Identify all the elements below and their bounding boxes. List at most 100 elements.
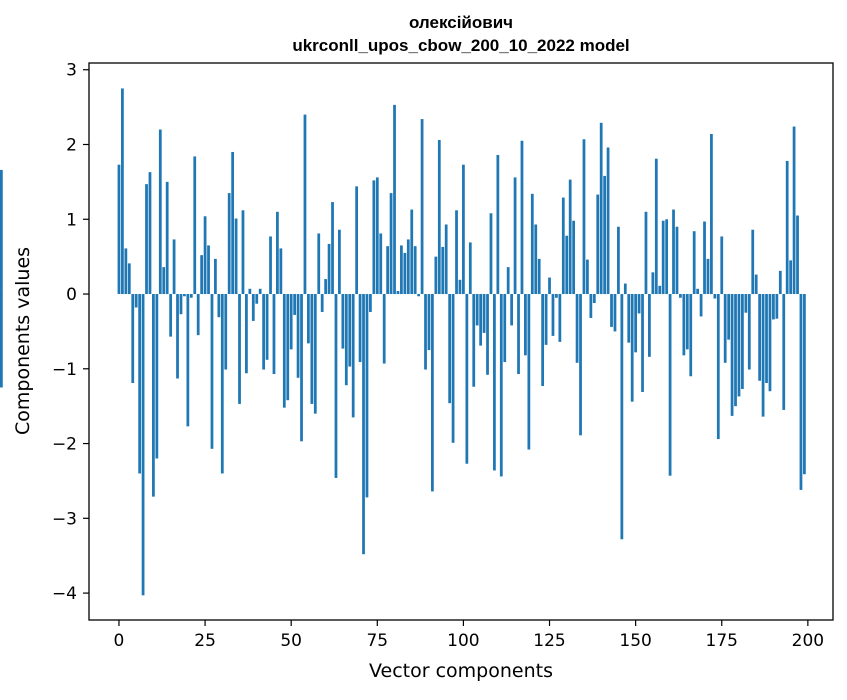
bar-97 — [451, 294, 455, 443]
bar-98 — [455, 210, 458, 295]
bar-undefined — [0, 169, 3, 295]
bar-62 — [331, 202, 334, 295]
bar-8 — [145, 184, 148, 295]
bar-58 — [317, 233, 321, 295]
bar-1 — [121, 88, 124, 295]
bar-192 — [778, 270, 782, 295]
chart-title-line-1: олексійович — [409, 13, 513, 32]
bar-137 — [589, 294, 593, 318]
bar-183 — [747, 294, 751, 370]
bar-28 — [214, 258, 217, 295]
bar-190 — [772, 294, 775, 320]
bar-71 — [362, 294, 365, 555]
bar-17 — [176, 294, 179, 379]
bar-132 — [572, 220, 576, 295]
bar-90 — [427, 294, 431, 351]
bar-69 — [355, 186, 359, 295]
bar-undefined — [0, 294, 3, 295]
bar-111 — [499, 294, 503, 477]
bar-27 — [210, 294, 214, 449]
bar-167 — [692, 231, 696, 295]
bar-156 — [654, 158, 658, 295]
bar-122 — [537, 258, 541, 295]
bar-195 — [789, 260, 793, 295]
bar-67 — [348, 294, 352, 367]
bar-81 — [396, 291, 400, 295]
bar-undefined — [0, 294, 3, 388]
bar-25 — [203, 216, 207, 295]
bar-86 — [413, 246, 417, 295]
x-axis-ticks: 0 25 50 75 100 125 150 175 200 — [114, 620, 824, 651]
bar-35 — [238, 294, 241, 404]
bar-3 — [127, 263, 131, 295]
bar-181 — [741, 294, 744, 389]
bar-168 — [696, 288, 700, 295]
bar-169 — [699, 294, 703, 317]
bar-116 — [517, 294, 520, 375]
bar-52 — [296, 294, 300, 378]
bar-84 — [406, 239, 410, 295]
bar-117 — [520, 140, 524, 295]
bar-151 — [637, 294, 641, 314]
bar-85 — [410, 209, 414, 295]
bar-72 — [365, 294, 369, 498]
bar-10 — [152, 294, 155, 497]
bar-9 — [148, 172, 152, 295]
bar-47 — [279, 248, 283, 295]
bar-83 — [403, 252, 407, 295]
bar-115 — [513, 177, 517, 295]
bar-176 — [723, 294, 727, 363]
bar-70 — [358, 294, 362, 363]
y-tick-label: 1 — [66, 210, 77, 230]
bar-55 — [307, 294, 310, 344]
bar-173 — [713, 294, 717, 299]
bar-164 — [682, 294, 686, 356]
x-tick-label: 200 — [792, 631, 824, 651]
bar-16 — [172, 239, 176, 295]
bar-39 — [251, 294, 255, 321]
bar-121 — [534, 224, 538, 295]
bar-154 — [648, 294, 651, 357]
bar-94 — [441, 246, 445, 295]
bar-182 — [744, 294, 748, 313]
bar-180 — [737, 294, 741, 397]
bar-78 — [386, 246, 390, 295]
bar-124 — [544, 294, 548, 345]
bar-44 — [269, 236, 272, 295]
bar-118 — [524, 294, 527, 356]
x-tick-label: 50 — [280, 631, 302, 651]
y-tick-label: −1 — [52, 360, 77, 380]
bar-12 — [158, 129, 162, 295]
bar-18 — [179, 294, 183, 315]
bar-187 — [761, 294, 765, 417]
x-tick-label: 125 — [533, 631, 565, 651]
bar-140 — [599, 122, 603, 295]
bar-5 — [134, 294, 138, 308]
bar-131 — [568, 179, 572, 295]
y-tick-label: 2 — [66, 135, 77, 155]
bar-141 — [603, 175, 607, 295]
bar-171 — [706, 258, 710, 295]
bar-145 — [617, 226, 620, 295]
bar-179 — [734, 294, 737, 407]
bar-160 — [668, 294, 672, 476]
bar-41 — [258, 288, 262, 295]
y-tick-label: 0 — [66, 285, 77, 305]
bar-102 — [468, 242, 472, 295]
bar-65 — [341, 294, 345, 349]
bar-68 — [351, 294, 355, 418]
bar-178 — [730, 294, 734, 416]
bar-73 — [369, 294, 372, 312]
bar-110 — [496, 154, 500, 295]
bar-54 — [303, 114, 307, 295]
bar-60 — [324, 279, 328, 295]
bar-188 — [765, 294, 768, 383]
bar-152 — [641, 294, 644, 392]
bar-38 — [248, 288, 252, 295]
bar-159 — [665, 219, 669, 295]
bar-50 — [289, 294, 293, 350]
bar-128 — [558, 294, 562, 342]
bar-136 — [586, 259, 589, 295]
bar-59 — [320, 294, 324, 312]
bar-197 — [796, 215, 799, 295]
